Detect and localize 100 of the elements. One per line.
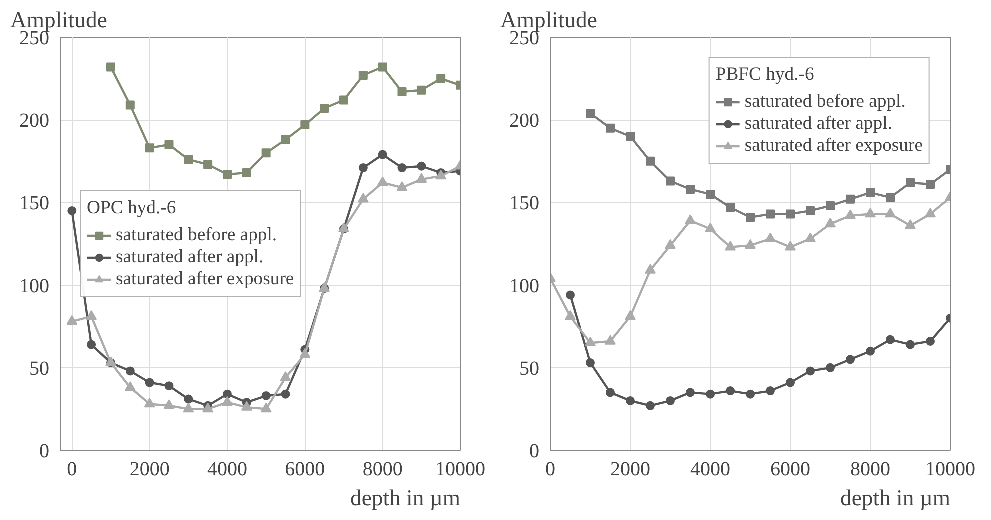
point	[417, 86, 426, 95]
point	[666, 396, 675, 406]
point	[886, 335, 895, 344]
point	[626, 396, 635, 406]
point	[826, 202, 835, 211]
point	[164, 400, 175, 410]
point	[846, 355, 855, 364]
point	[416, 173, 428, 183]
point	[906, 178, 915, 188]
point	[886, 193, 895, 202]
point	[358, 164, 368, 172]
point	[645, 264, 656, 274]
point	[866, 188, 875, 198]
point	[725, 241, 736, 251]
legend-label: saturated before appl.	[116, 224, 278, 246]
point	[358, 193, 369, 203]
x-tick-label: 4000	[207, 458, 248, 480]
point	[785, 241, 796, 251]
point	[164, 140, 174, 150]
point	[242, 168, 252, 178]
point	[726, 386, 735, 396]
point	[626, 132, 635, 142]
point	[280, 372, 292, 382]
point	[606, 388, 615, 398]
x-tick-label: 0	[546, 458, 556, 480]
y-tick-label: 200	[510, 110, 540, 132]
y-tick-label: 150	[20, 192, 50, 215]
y-tick-label: 200	[20, 110, 50, 132]
x-tick-label: 10000	[926, 458, 976, 480]
point	[925, 208, 936, 218]
point	[320, 104, 330, 114]
x-tick-label: 6000	[770, 458, 810, 480]
point	[222, 170, 232, 180]
point	[846, 194, 855, 204]
point	[144, 398, 156, 408]
point	[358, 70, 368, 80]
y-tick-label: 50	[30, 358, 50, 380]
point	[825, 218, 836, 228]
point	[241, 401, 252, 411]
point	[606, 124, 615, 133]
point	[86, 310, 98, 320]
x-tick-label: 2000	[130, 458, 170, 480]
legend-title: PBFC hyd.-6	[716, 64, 816, 86]
point	[926, 180, 935, 190]
point	[686, 184, 695, 194]
point	[398, 88, 407, 97]
x-tick-label: 4000	[690, 458, 730, 480]
point	[926, 336, 935, 346]
point	[665, 239, 676, 250]
point	[184, 155, 194, 164]
point	[765, 232, 776, 242]
point	[377, 176, 388, 186]
point	[906, 340, 915, 350]
point	[378, 150, 388, 160]
point	[222, 396, 233, 406]
point	[204, 160, 213, 170]
point	[378, 62, 388, 72]
point	[745, 239, 756, 250]
point	[826, 363, 835, 372]
x-tick-label: 8000	[850, 458, 890, 480]
x-axis-title: depth in µm	[840, 486, 951, 510]
point	[666, 176, 675, 186]
point	[746, 390, 755, 399]
point	[806, 206, 815, 216]
point	[586, 108, 595, 118]
point	[845, 210, 856, 220]
point	[339, 96, 348, 105]
x-axis-title: depth in µm	[350, 486, 461, 510]
x-tick-label: 10000	[436, 458, 486, 480]
point	[865, 208, 876, 218]
point	[705, 222, 716, 233]
point	[87, 340, 96, 350]
x-tick-label: 2000	[610, 458, 650, 480]
point	[124, 381, 136, 392]
legend-title: OPC hyd.-6	[87, 197, 178, 219]
point	[281, 390, 290, 399]
point	[106, 62, 116, 72]
point	[686, 388, 695, 398]
legend-label: saturated before appl.	[744, 91, 906, 113]
point	[262, 391, 271, 400]
point	[786, 210, 795, 219]
point	[646, 401, 655, 410]
y-axis-title: Amplitude	[500, 8, 598, 32]
y-tick-label: 0	[40, 440, 50, 462]
point	[746, 213, 755, 222]
point	[183, 402, 194, 413]
point	[398, 164, 407, 172]
legend-label: saturated after appl.	[116, 246, 264, 268]
x-tick-label: 6000	[285, 458, 326, 480]
point	[866, 346, 875, 356]
y-tick-label: 0	[530, 440, 540, 462]
point	[786, 378, 795, 388]
point	[260, 402, 272, 413]
point	[145, 144, 154, 153]
point	[300, 120, 310, 130]
y-tick-label: 50	[520, 358, 540, 380]
point	[585, 336, 596, 347]
y-axis-title: Amplitude	[10, 8, 108, 32]
point	[565, 310, 576, 320]
point	[586, 358, 595, 368]
